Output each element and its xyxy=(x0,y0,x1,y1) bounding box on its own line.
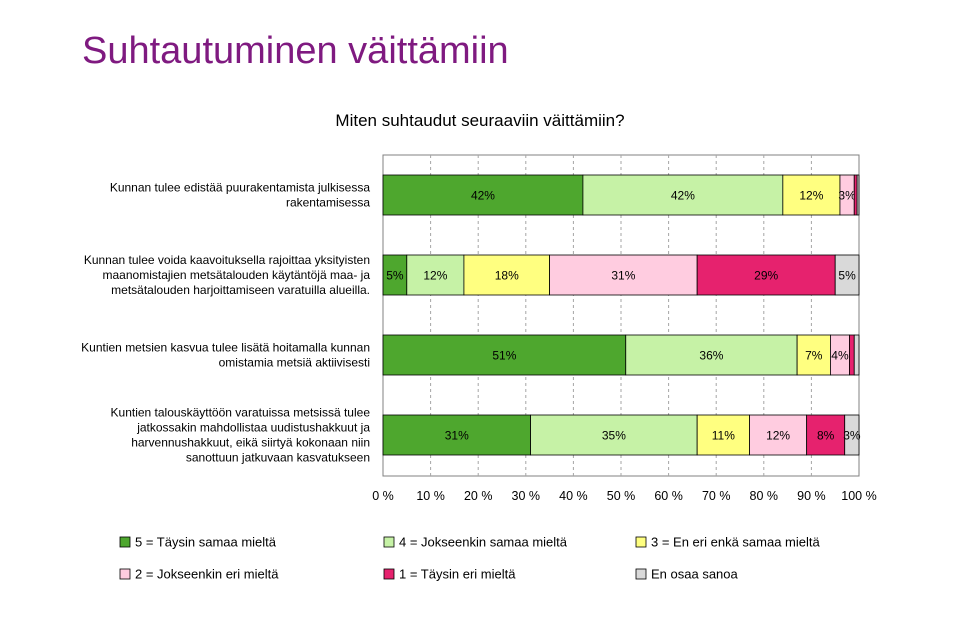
bar-segment xyxy=(834,254,860,296)
data-label: 8% xyxy=(817,429,835,443)
category-label: Kuntien talouskäyttöön varatuissa metsis… xyxy=(111,406,371,420)
data-label: 3% xyxy=(838,189,856,203)
legend-label: 3 = En eri enkä samaa mieltä xyxy=(651,535,820,550)
category-label: Kunnan tulee edistää puurakentamista jul… xyxy=(110,181,370,195)
legend-swatch xyxy=(119,568,131,580)
data-label: 5% xyxy=(838,269,856,283)
data-label: 31% xyxy=(445,429,469,443)
bar-segment xyxy=(582,174,784,216)
bar-segment xyxy=(796,334,831,376)
category-label: Kunnan tulee voida kaavoituksella rajoit… xyxy=(84,253,370,267)
slide-title: Suhtautuminen väittämiin xyxy=(82,30,509,72)
x-tick-label: 40 % xyxy=(559,489,588,503)
bar-segment xyxy=(382,334,627,376)
bar-segment xyxy=(844,414,860,456)
x-tick-label: 0 % xyxy=(372,489,394,503)
legend-swatch xyxy=(383,568,395,580)
category-label: sanottuun jatkuvaan kasvatukseen xyxy=(186,451,370,465)
bar-segment xyxy=(806,414,846,456)
data-label: 42% xyxy=(671,189,695,203)
data-label: 12% xyxy=(799,189,823,203)
bar-segment xyxy=(853,334,860,376)
data-label: 18% xyxy=(495,269,519,283)
legend-label: 1 = Täysin eri mieltä xyxy=(399,567,516,582)
x-tick-label: 60 % xyxy=(654,489,683,503)
data-label: 7% xyxy=(805,349,823,363)
legend-label: 4 = Jokseenkin samaa mieltä xyxy=(399,535,568,550)
data-label: 5% xyxy=(386,269,404,283)
legend-label: En osaa sanoa xyxy=(651,567,739,582)
legend-swatch xyxy=(383,536,395,548)
legend-label: 5 = Täysin samaa mieltä xyxy=(135,535,277,550)
data-label: 51% xyxy=(492,349,516,363)
bar-segment xyxy=(463,254,551,296)
chart-title: Miten suhtaudut seuraaviin väittämiin? xyxy=(335,111,625,130)
x-tick-label: 80 % xyxy=(750,489,779,503)
bar-segment xyxy=(749,414,808,456)
data-label: 35% xyxy=(602,429,626,443)
category-label: omistamia metsiä aktiivisesti xyxy=(219,356,370,370)
data-label: 42% xyxy=(471,189,495,203)
category-label: maanomistajien metsätalouden käytäntöjä … xyxy=(103,268,371,282)
x-tick-label: 20 % xyxy=(464,489,493,503)
x-tick-label: 50 % xyxy=(607,489,636,503)
bar-segment xyxy=(696,254,836,296)
bar-segment xyxy=(696,414,750,456)
category-label: Kuntien metsien kasvua tulee lisätä hoit… xyxy=(81,341,370,355)
legend-swatch xyxy=(635,536,647,548)
x-tick-label: 100 % xyxy=(841,489,876,503)
data-label: 11% xyxy=(712,429,735,443)
legend-swatch xyxy=(635,568,647,580)
legend-swatch xyxy=(119,536,131,548)
data-label: 29% xyxy=(754,269,778,283)
bar-segment xyxy=(856,174,860,216)
legend-label: 2 = Jokseenkin eri mieltä xyxy=(135,567,279,582)
data-label: 36% xyxy=(699,349,723,363)
x-tick-label: 30 % xyxy=(512,489,541,503)
bar-segment xyxy=(853,174,858,216)
x-tick-label: 10 % xyxy=(416,489,445,503)
category-label: harvennushakkuut, eikä siirtyä kokonaan … xyxy=(131,436,370,450)
data-label: 3% xyxy=(843,429,861,443)
data-label: 4% xyxy=(831,349,849,363)
category-label: rakentamisessa xyxy=(286,196,370,210)
bar-segment xyxy=(406,254,465,296)
data-label: 12% xyxy=(766,429,790,443)
x-tick-label: 70 % xyxy=(702,489,731,503)
x-tick-label: 90 % xyxy=(797,489,826,503)
data-label: 12% xyxy=(423,269,447,283)
bar-segment xyxy=(530,414,698,456)
category-label: jatkossakin mahdollistaa uudistushakkuut… xyxy=(136,421,370,435)
bar-segment xyxy=(849,334,855,376)
bar-segment xyxy=(782,174,841,216)
category-label: metsätalouden harjoittamiseen varatuilla… xyxy=(111,283,370,297)
bar-segment xyxy=(382,414,531,456)
data-label: 31% xyxy=(611,269,635,283)
bar-segment xyxy=(549,254,698,296)
